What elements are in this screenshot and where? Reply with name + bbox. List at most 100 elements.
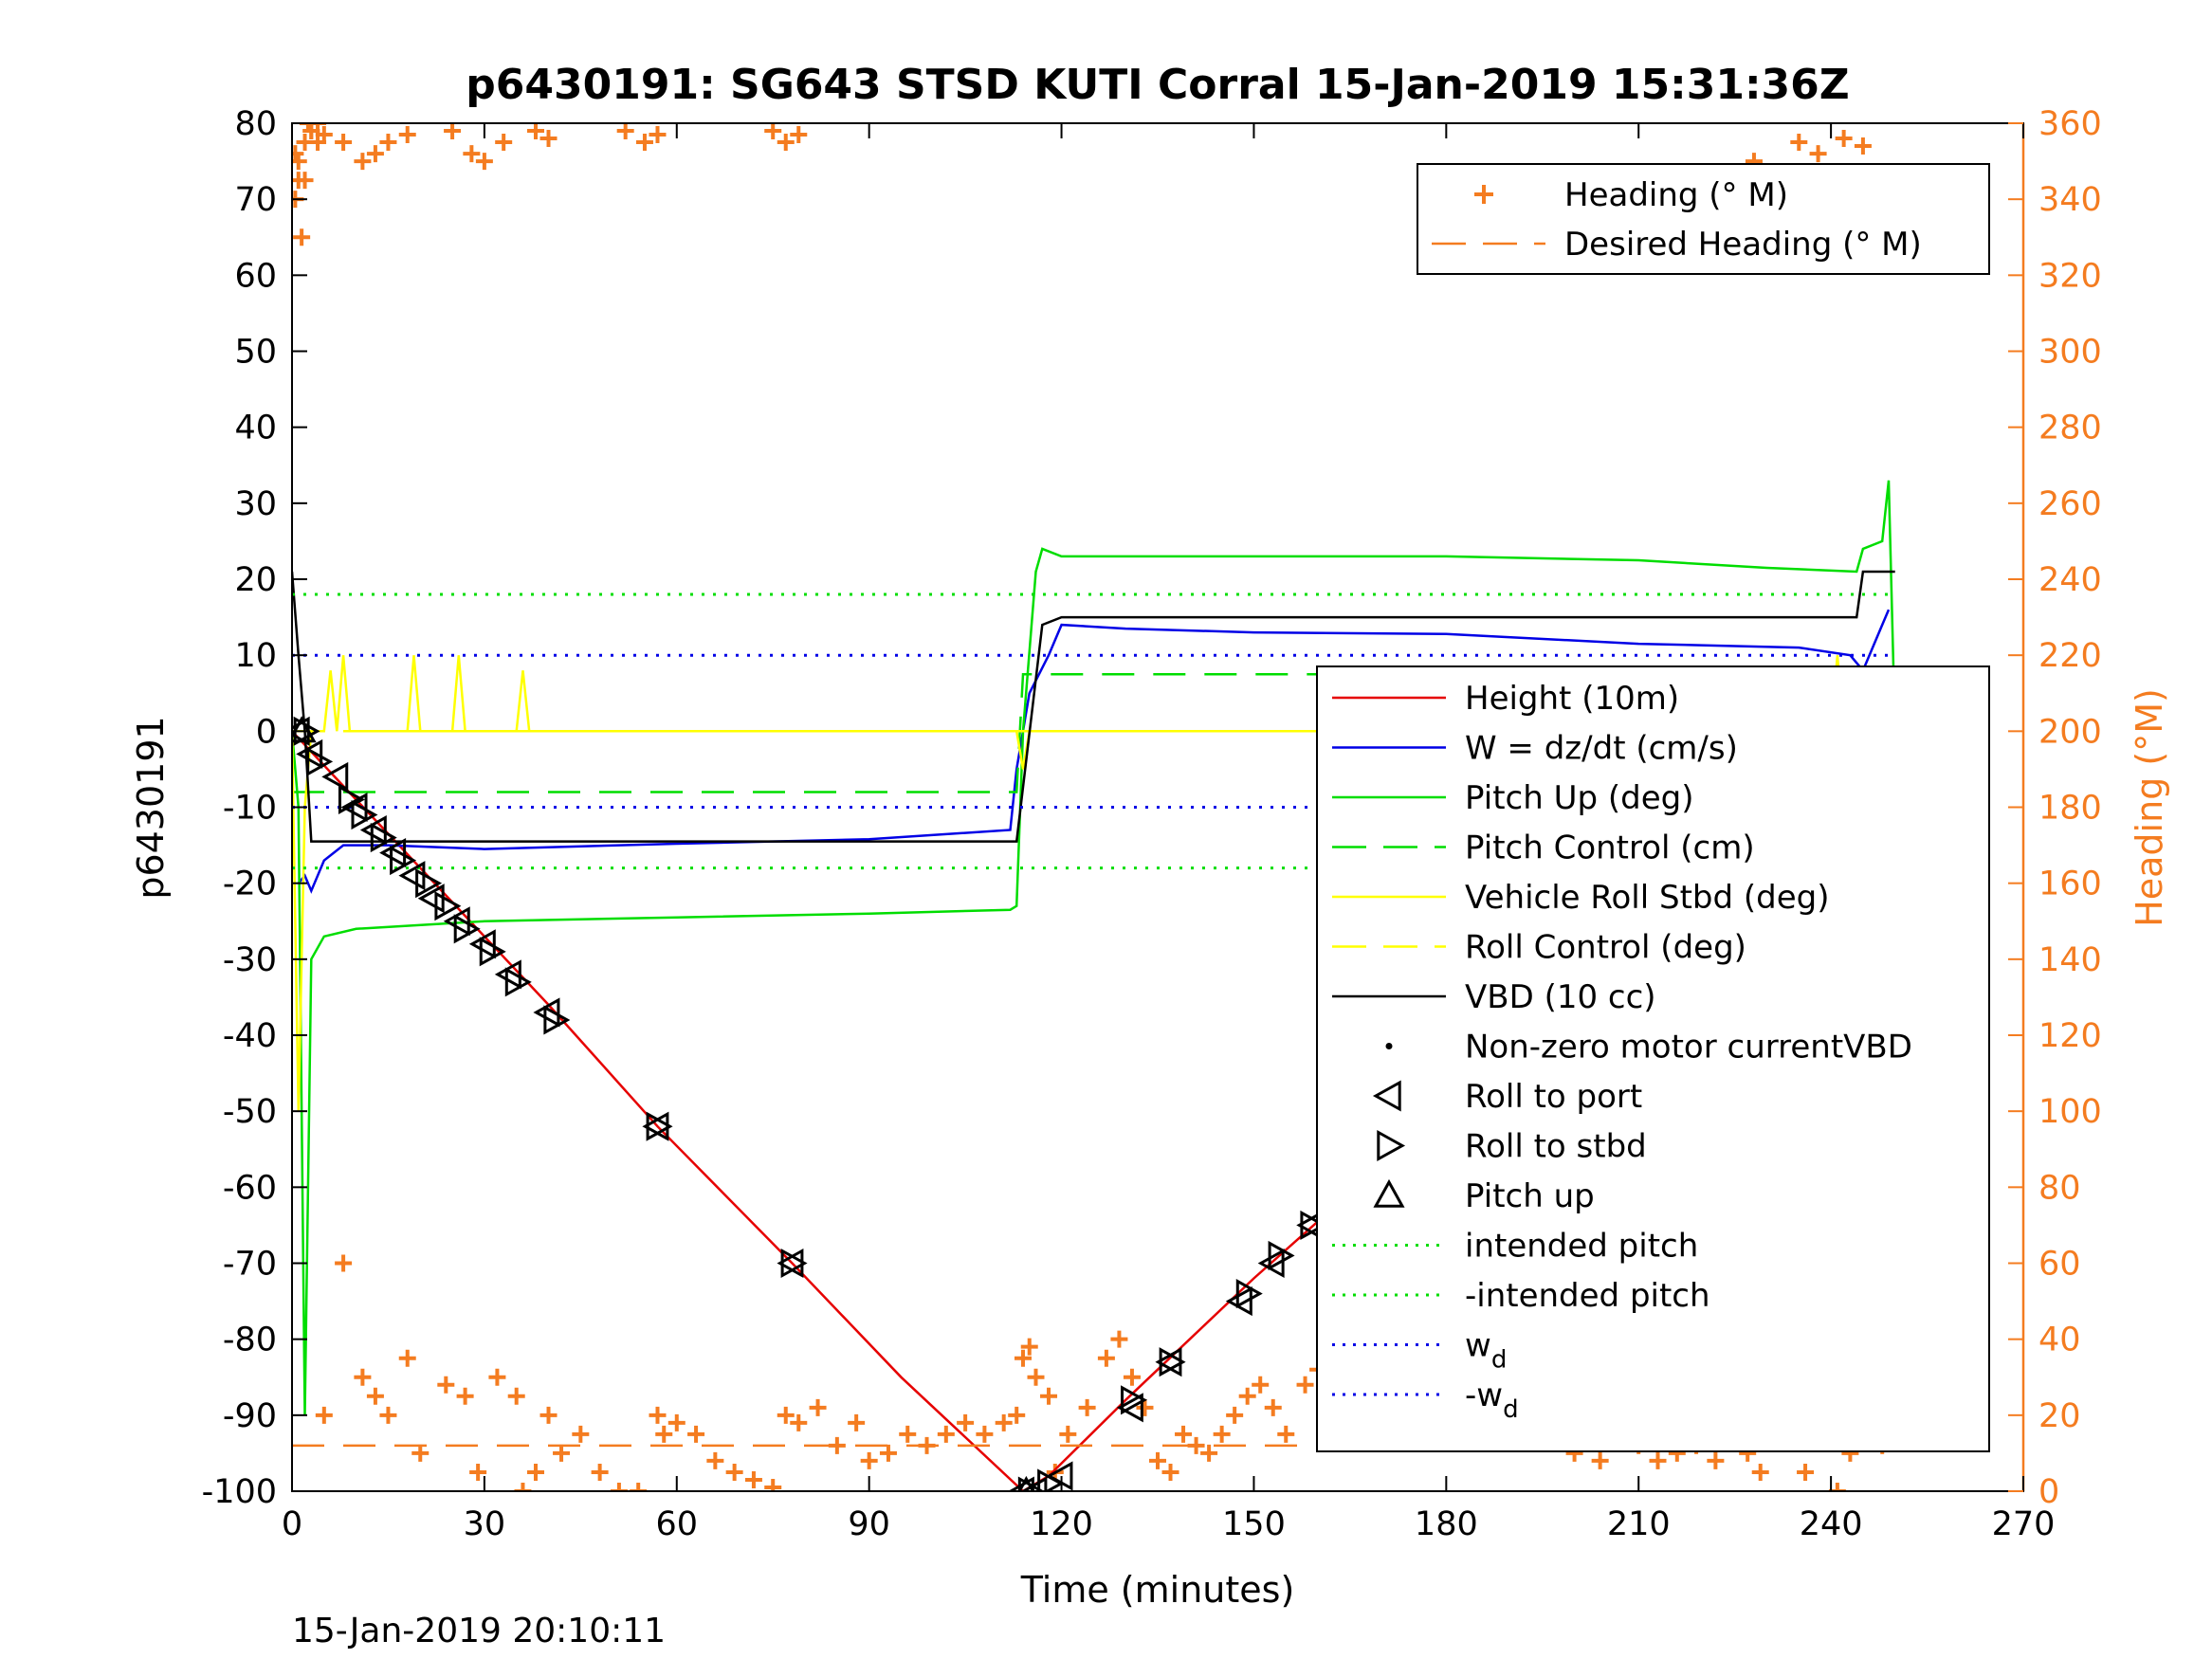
legend-swatch <box>1377 1129 1406 1162</box>
heading-marker <box>1040 1387 1058 1405</box>
heading-marker <box>444 123 462 140</box>
y-right-tick-label: 40 <box>2038 1322 2081 1359</box>
roll-marker-left <box>340 792 368 823</box>
heading-marker <box>1200 1444 1218 1462</box>
y-right-tick-label: 280 <box>2038 410 2102 447</box>
heading-marker <box>293 228 311 246</box>
heading-marker <box>1238 1387 1256 1405</box>
x-tick-label: 180 <box>1415 1505 1478 1543</box>
legend-label: Non-zero motor currentVBD <box>1465 1029 1912 1066</box>
heading-marker <box>1226 1406 1244 1424</box>
heading-marker <box>630 1483 648 1491</box>
heading-marker <box>572 1425 590 1443</box>
heading-marker <box>655 1425 673 1443</box>
y-left-tick-label: -10 <box>223 790 277 828</box>
legend-item: Roll to stbd <box>1377 1128 1647 1166</box>
heading-marker <box>1296 1376 1314 1394</box>
y-right-axis-label: Heading (°M) <box>2129 688 2170 927</box>
roll-marker-right <box>479 937 506 967</box>
heading-marker <box>1027 1368 1045 1386</box>
legend-item: Pitch Control (cm) <box>1332 830 1755 867</box>
roll-marker-right <box>306 746 334 776</box>
heading-marker <box>744 1470 762 1488</box>
legend-swatch <box>1474 185 1493 204</box>
heading-marker <box>1809 145 1827 163</box>
y-right-tick-label: 220 <box>2038 637 2102 675</box>
heading-marker <box>777 134 795 152</box>
legend-item: Height (10m) <box>1332 680 1679 718</box>
heading-marker <box>514 1483 532 1491</box>
heading-marker <box>1014 1349 1032 1367</box>
y-left-tick-label: 0 <box>256 713 277 751</box>
y-left-tick-label: 10 <box>234 637 277 675</box>
heading-marker <box>635 134 653 152</box>
x-tick-label: 90 <box>848 1505 890 1543</box>
y-right-tick-label: 340 <box>2038 181 2102 219</box>
y-left-tick-label: -50 <box>223 1093 277 1131</box>
heading-marker <box>1110 1330 1128 1348</box>
heading-marker <box>706 1451 724 1469</box>
y-left-tick-label: -70 <box>223 1246 277 1284</box>
heading-marker <box>899 1425 917 1443</box>
heading-marker <box>463 145 481 163</box>
y-left-axis-label: p6430191 <box>130 716 172 899</box>
y-right-tick-label: 140 <box>2038 941 2102 979</box>
roll-marker-right <box>1268 1240 1295 1271</box>
y-left-tick-label: 60 <box>234 257 277 295</box>
heading-marker <box>976 1425 994 1443</box>
legend-label-subscript: d <box>1491 1346 1508 1375</box>
roll-marker-right <box>415 868 443 899</box>
legend-label: Roll to stbd <box>1465 1128 1647 1166</box>
y-left-tick-label: 30 <box>234 485 277 523</box>
x-tick-label: 0 <box>282 1505 302 1543</box>
heading-marker <box>616 123 634 140</box>
heading-marker <box>879 1444 897 1462</box>
y-right-tick-label: 240 <box>2038 561 2102 599</box>
x-axis-label: Time (minutes) <box>1020 1569 1295 1611</box>
x-tick-label: 60 <box>656 1505 699 1543</box>
y-right-tick-label: 180 <box>2038 790 2102 828</box>
heading-marker <box>764 1478 782 1491</box>
legend-label: intended pitch <box>1465 1228 1698 1266</box>
legend-item: Desired Heading (° M) <box>1432 226 1922 264</box>
heading-marker <box>469 1463 487 1481</box>
heading-marker <box>957 1413 975 1431</box>
legend-item: W = dz/dt (cm/s) <box>1332 730 1738 768</box>
heading-marker <box>366 1387 384 1405</box>
roll-marker-left <box>1020 1476 1048 1491</box>
roll-marker-right <box>370 823 397 853</box>
legend-heading: Heading (° M) Desired Heading (° M) <box>1417 163 1990 275</box>
roll-marker-left <box>494 959 521 990</box>
roll-marker-left <box>1257 1248 1285 1279</box>
roll-marker-right <box>434 891 462 921</box>
y-right-tick-label: 20 <box>2038 1397 2081 1435</box>
roll-marker-right <box>453 914 481 944</box>
heading-marker <box>475 153 493 171</box>
y-right-tick-label: 260 <box>2038 485 2102 523</box>
roll-marker-left <box>468 929 496 959</box>
roll-marker-right <box>1121 1385 1148 1415</box>
heading-marker <box>1059 1425 1077 1443</box>
y-right-axis-ticks: 3603403203002802602402202001801601401201… <box>2008 105 2102 1511</box>
roll-marker-right <box>504 967 532 997</box>
heading-marker <box>809 1398 827 1416</box>
legend-item: -intended pitch <box>1332 1277 1710 1315</box>
heading-marker <box>937 1425 955 1443</box>
heading-marker <box>860 1451 878 1469</box>
roll-marker-left <box>1225 1286 1252 1317</box>
y-left-tick-label: 50 <box>234 334 277 372</box>
y-right-tick-label: 300 <box>2038 334 2102 372</box>
heading-marker <box>411 1444 430 1462</box>
roll-marker-right <box>1159 1347 1186 1377</box>
heading-marker <box>437 1376 455 1394</box>
series-line <box>297 609 1891 894</box>
legend-label: Pitch Control (cm) <box>1465 830 1755 867</box>
x-tick-label: 30 <box>464 1505 506 1543</box>
y-left-tick-label: -90 <box>223 1397 277 1435</box>
heading-marker <box>1123 1368 1141 1386</box>
y-right-tick-label: 320 <box>2038 257 2102 295</box>
y-left-tick-label: -60 <box>223 1169 277 1207</box>
heading-marker <box>1149 1451 1166 1469</box>
y-left-tick-label: 80 <box>234 105 277 143</box>
y-left-tick-label: 20 <box>234 561 277 599</box>
